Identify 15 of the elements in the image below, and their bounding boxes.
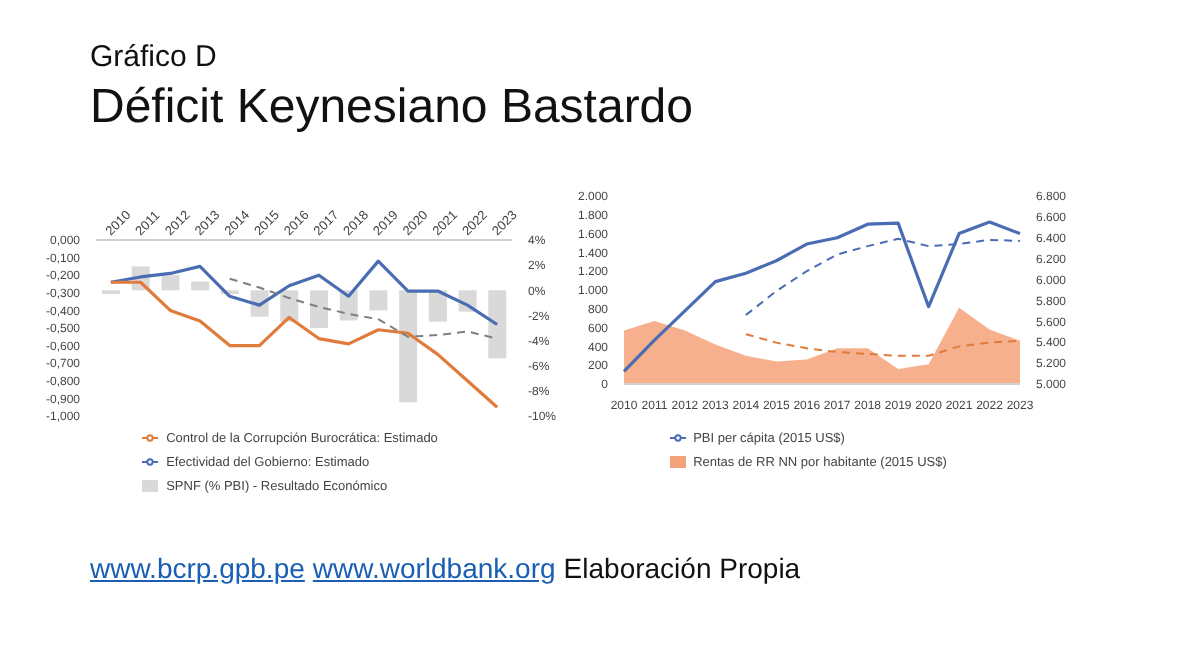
bar [399, 290, 418, 403]
chart-subtitle: Déficit Keynesiano Bastardo [90, 80, 693, 136]
text: www.bcrp.gpb.pe [90, 552, 305, 584]
line-series [109, 280, 499, 409]
bar [488, 290, 507, 359]
text: Elaboración Propia [563, 552, 801, 584]
bar [369, 290, 388, 311]
line-series [109, 259, 499, 327]
bar [161, 275, 180, 291]
bar [191, 281, 210, 291]
line-series [744, 333, 1021, 357]
chart-title: Gráfico D [90, 40, 217, 74]
line-series [622, 220, 1022, 374]
bar [310, 290, 328, 328]
text: www.worldbank.org [312, 552, 556, 584]
